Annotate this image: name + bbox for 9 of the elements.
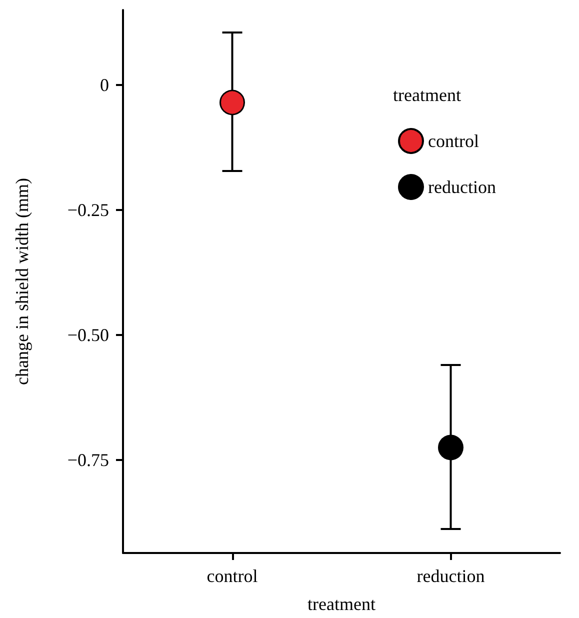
y-tick-label: −0.50 bbox=[67, 325, 109, 345]
legend-label: reduction bbox=[428, 177, 496, 197]
y-tick-label: −0.75 bbox=[67, 450, 109, 470]
legend-label: control bbox=[428, 131, 479, 151]
y-axis-title: change in shield width (mm) bbox=[12, 178, 32, 385]
y-tick-label: 0 bbox=[100, 75, 109, 95]
x-axis-title: treatment bbox=[308, 594, 376, 614]
legend-title: treatment bbox=[393, 85, 461, 105]
y-tick-label: −0.25 bbox=[67, 200, 109, 220]
